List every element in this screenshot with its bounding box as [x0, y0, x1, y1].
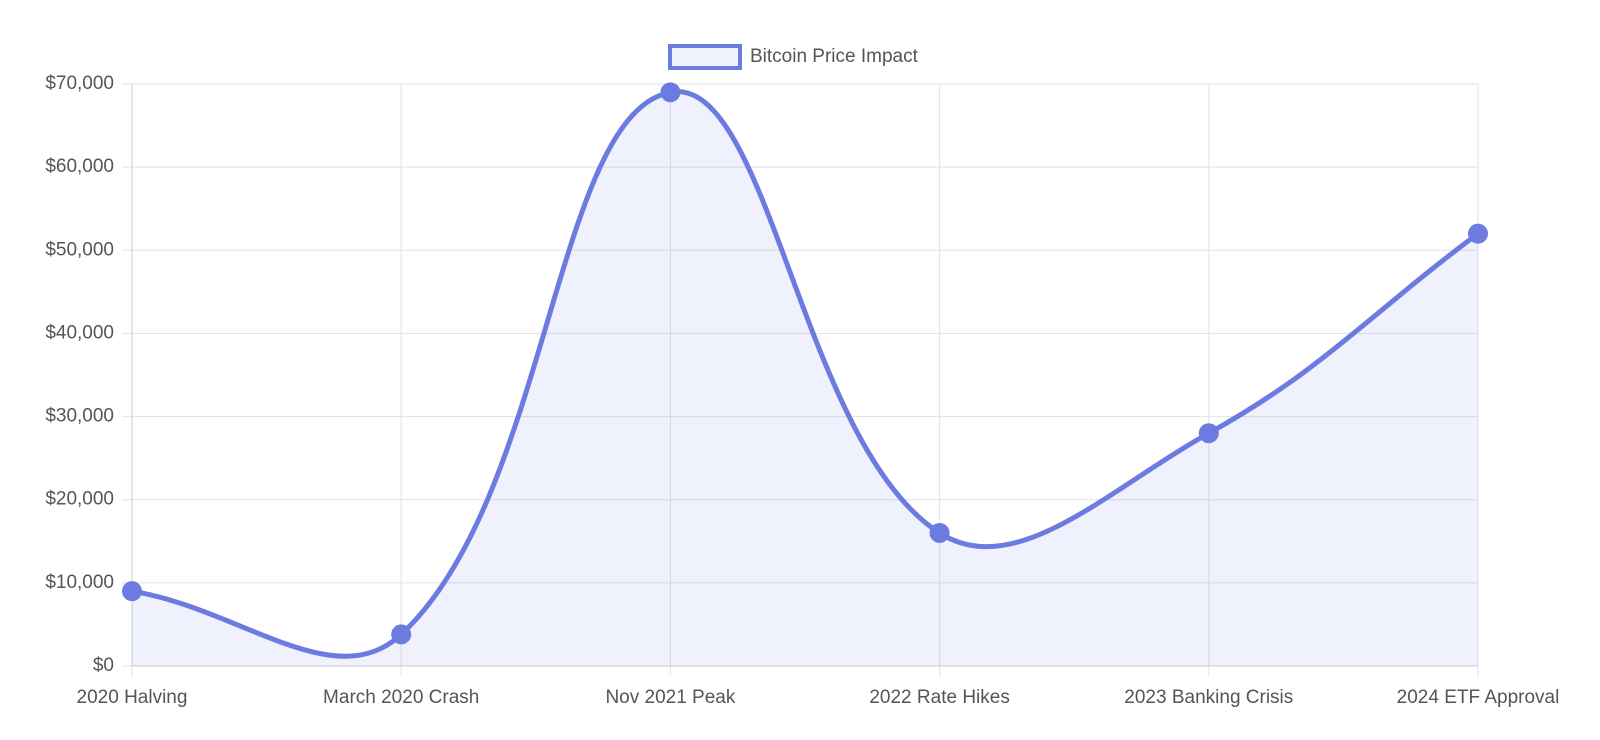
area [132, 91, 1478, 667]
point [122, 581, 142, 602]
x-tick-label: March 2020 Crash [323, 687, 479, 708]
y-tick-label: $50,000 [45, 239, 114, 260]
y-tick-label: $20,000 [45, 489, 114, 510]
y-tick-label: $40,000 [45, 322, 114, 343]
point [929, 522, 950, 543]
x-tick-label: 2024 ETF Approval [1397, 687, 1560, 708]
y-tick-label: $60,000 [45, 156, 114, 177]
x-tick-label: 2020 Halving [77, 687, 188, 708]
point [1198, 423, 1219, 444]
y-tick-label: $10,000 [45, 572, 114, 593]
legend-swatch [668, 44, 742, 70]
point [660, 82, 681, 103]
y-tick-label: $0 [93, 655, 114, 676]
x-tick-label: Nov 2021 Peak [605, 687, 735, 708]
legend-label: Bitcoin Price Impact [750, 46, 919, 67]
point [1468, 223, 1488, 244]
y-tick-label: $30,000 [45, 406, 114, 427]
y-tick-label: $70,000 [45, 73, 114, 94]
x-tick-label: 2023 Banking Crisis [1124, 687, 1293, 708]
point [391, 624, 412, 645]
x-tick-label: 2022 Rate Hikes [869, 687, 1009, 708]
